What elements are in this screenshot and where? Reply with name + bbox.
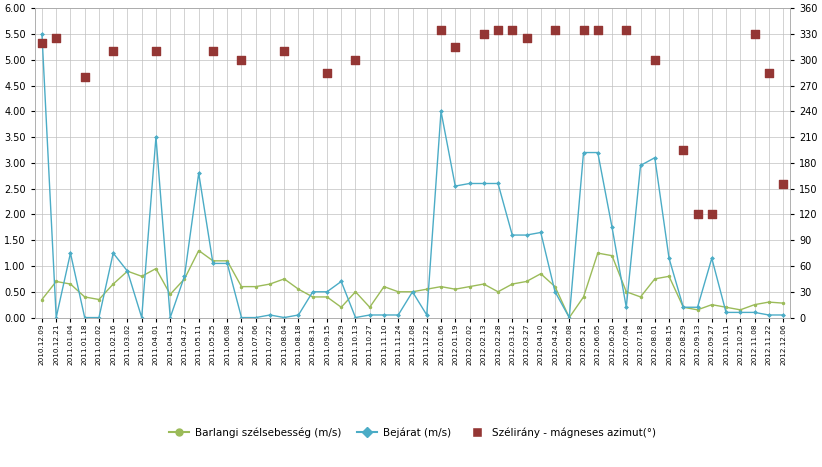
Point — [649, 56, 662, 64]
Point — [520, 35, 533, 42]
Point — [506, 26, 519, 33]
Point — [591, 26, 604, 33]
Point — [321, 69, 334, 77]
Point — [49, 35, 62, 42]
Point — [748, 30, 761, 38]
Point — [278, 48, 291, 55]
Point — [107, 48, 120, 55]
Point — [705, 211, 718, 218]
Legend: Barlangi szélsebesség (m/s), Bejárat (m/s), Szélirány - mágneses azimut(°): Barlangi szélsebesség (m/s), Bejárat (m/… — [164, 424, 661, 442]
Point — [677, 146, 690, 154]
Point — [78, 73, 91, 81]
Point — [349, 56, 362, 64]
Point — [35, 39, 48, 46]
Point — [449, 43, 462, 50]
Point — [492, 26, 505, 33]
Point — [435, 26, 448, 33]
Point — [691, 211, 704, 218]
Point — [548, 26, 561, 33]
Point — [150, 48, 163, 55]
Point — [577, 26, 590, 33]
Point — [762, 69, 775, 77]
Point — [478, 30, 491, 38]
Point — [235, 56, 248, 64]
Point — [620, 26, 633, 33]
Point — [206, 48, 219, 55]
Point — [777, 181, 790, 188]
